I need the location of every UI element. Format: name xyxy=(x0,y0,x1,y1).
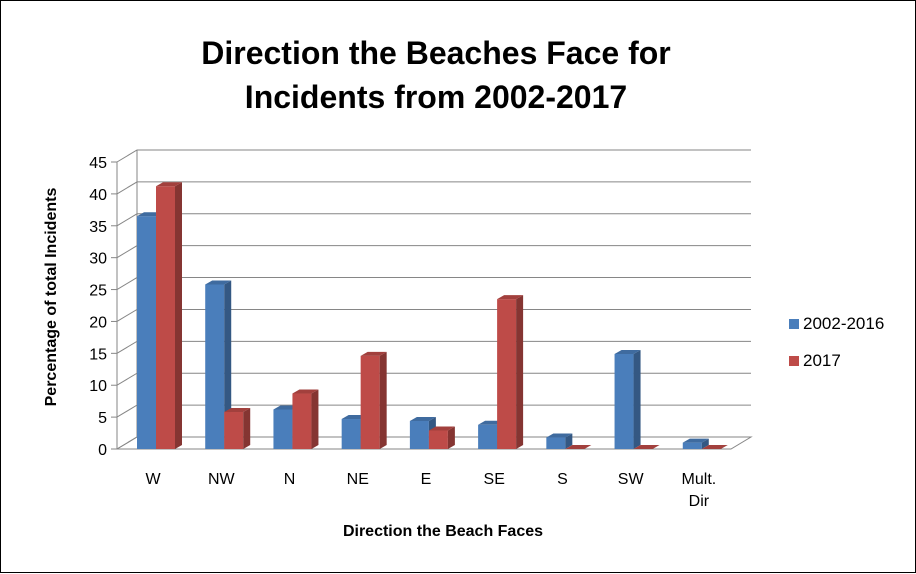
bar xyxy=(205,280,232,449)
bar-top xyxy=(205,280,232,285)
bar xyxy=(156,182,182,450)
bar-side xyxy=(516,295,524,449)
y-tick-label: 25 xyxy=(89,283,107,300)
bar xyxy=(224,408,251,449)
bar-front xyxy=(205,284,225,449)
bar xyxy=(614,349,641,449)
bar-front xyxy=(546,437,566,449)
x-tick-label: W xyxy=(146,471,162,488)
bar-top xyxy=(409,416,436,421)
bar-top xyxy=(428,426,455,431)
bar-side xyxy=(175,182,182,450)
bar xyxy=(497,295,524,449)
bar-top xyxy=(546,433,573,438)
x-axis-title: Direction the Beach Faces xyxy=(343,523,543,540)
bar-top xyxy=(614,349,641,354)
bar-side xyxy=(447,426,455,449)
gridline xyxy=(116,181,751,195)
bar-side xyxy=(633,349,641,449)
bar xyxy=(682,438,709,449)
bar-front xyxy=(682,442,702,449)
x-tick-label: Mult. xyxy=(682,471,717,488)
label-layer: 0 5 10 15 20 25 30 35 40 45 W NW N NE E SE S SW Mult. Dir xyxy=(89,155,716,510)
y-axis-title: Percentage of total Incidents xyxy=(43,188,60,407)
bar-front xyxy=(156,186,175,450)
y-tick-label: 15 xyxy=(89,346,107,363)
bar-top xyxy=(701,445,728,449)
chart-title-line-2: Incidents from 2002-2017 xyxy=(244,79,628,115)
bar xyxy=(701,445,728,449)
bar-top xyxy=(360,351,387,356)
bar-front xyxy=(273,409,293,449)
bar-top xyxy=(156,182,182,187)
bar-side xyxy=(311,389,319,449)
bar xyxy=(292,389,319,449)
bar-side xyxy=(701,438,709,449)
y-tick-label: 40 xyxy=(89,187,107,204)
x-tick-label: NW xyxy=(208,471,236,488)
y-tick-label: 45 xyxy=(89,155,107,172)
x-tick-label: E xyxy=(421,471,432,488)
bar-top xyxy=(633,445,660,449)
bar-front xyxy=(428,430,448,449)
bar xyxy=(633,445,660,449)
x-tick-label: S xyxy=(557,471,568,488)
bar xyxy=(428,426,455,449)
y-tick-label: 10 xyxy=(89,378,107,395)
bar-front xyxy=(137,216,156,449)
y-tick-label: 35 xyxy=(89,219,107,236)
legend-label-series-2: 2017 xyxy=(803,351,841,370)
bar-front xyxy=(614,353,634,449)
x-tick-label: SE xyxy=(484,471,505,488)
bar xyxy=(546,433,573,449)
bar-side xyxy=(565,433,573,449)
bar-top xyxy=(565,445,592,449)
chart-title: Direction the Beaches Face for Incidents… xyxy=(1,31,871,119)
bar-top xyxy=(497,295,524,300)
gridline xyxy=(116,245,751,259)
x-tick-label: N xyxy=(284,471,296,488)
bar-front xyxy=(409,420,429,449)
bar-front xyxy=(478,424,498,449)
y-tick-label: 0 xyxy=(98,442,107,459)
bar xyxy=(565,445,592,449)
bar-front xyxy=(360,355,380,449)
gridline xyxy=(116,213,751,227)
bar-side xyxy=(243,408,251,449)
bar-side xyxy=(379,351,387,449)
bar-top xyxy=(292,389,319,394)
bar-front xyxy=(292,393,312,449)
bar-front xyxy=(497,299,517,449)
x-tick-label: SW xyxy=(618,471,645,488)
x-tick-label: NE xyxy=(347,471,369,488)
gridline xyxy=(116,149,751,163)
bar-top xyxy=(682,438,709,443)
bar-layer xyxy=(137,182,728,450)
bar-front xyxy=(341,419,361,449)
bar-side xyxy=(224,280,232,449)
bar xyxy=(360,351,387,449)
x-tick-label: Dir xyxy=(689,493,710,510)
bar-front xyxy=(224,412,244,449)
bar-top xyxy=(224,408,251,413)
legend-swatch-series-2 xyxy=(789,356,799,366)
legend-label-series-1: 2002-2016 xyxy=(803,314,885,333)
chart-title-line-1: Direction the Beaches Face for xyxy=(201,35,671,71)
legend-swatch-series-1 xyxy=(789,319,799,329)
y-tick-label: 5 xyxy=(98,410,107,427)
y-tick-label: 30 xyxy=(89,251,107,268)
y-tick-label: 20 xyxy=(89,314,107,331)
